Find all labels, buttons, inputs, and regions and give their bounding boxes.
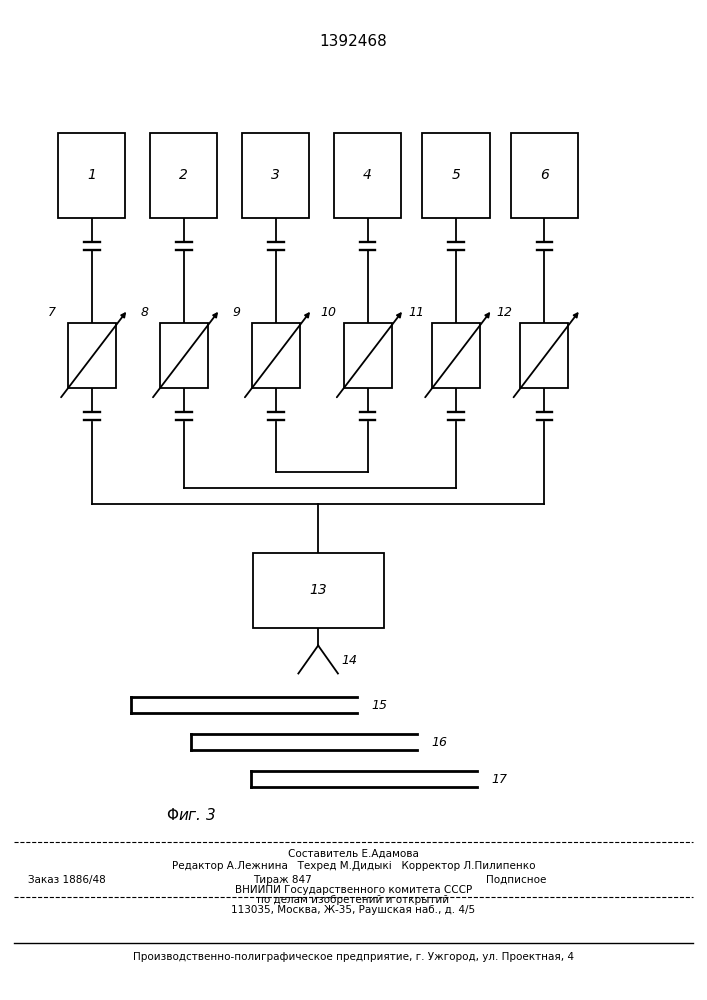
Text: 17: 17 [491,773,508,786]
Text: 12: 12 [497,306,513,320]
Text: по делам изобретений и открытий: по делам изобретений и открытий [257,895,450,905]
FancyBboxPatch shape [160,322,208,387]
Text: 2: 2 [180,168,188,182]
Text: 3: 3 [271,168,280,182]
FancyBboxPatch shape [520,322,568,387]
FancyBboxPatch shape [344,322,392,387]
FancyBboxPatch shape [242,133,309,218]
Text: 1392468: 1392468 [320,34,387,49]
Text: Заказ 1886/48: Заказ 1886/48 [28,875,106,885]
FancyBboxPatch shape [422,133,489,218]
Text: 8: 8 [140,306,148,320]
Text: 9: 9 [232,306,240,320]
FancyBboxPatch shape [58,133,125,218]
Text: 15: 15 [371,699,387,712]
Text: 16: 16 [431,736,448,749]
FancyBboxPatch shape [253,552,383,628]
FancyBboxPatch shape [150,133,218,218]
Text: Производственно-полиграфическое предприятие, г. Ужгород, ул. Проектная, 4: Производственно-полиграфическое предприя… [133,952,574,962]
FancyBboxPatch shape [510,133,578,218]
Text: 4: 4 [363,168,372,182]
Text: Подписное: Подписное [486,875,547,885]
Text: 11: 11 [409,306,424,320]
Text: Редактор А.Лежнина   Техред М.Дидыкі   Корректор Л.Пилипенко: Редактор А.Лежнина Техред М.Дидыкі Корре… [172,861,535,871]
Text: 5: 5 [452,168,460,182]
Text: 6: 6 [540,168,549,182]
FancyBboxPatch shape [68,322,116,387]
Text: 7: 7 [48,306,57,320]
Text: 14: 14 [341,654,358,667]
Text: 10: 10 [320,306,336,320]
FancyBboxPatch shape [432,322,480,387]
Text: $\mathit{\Phi}$иг. 3: $\mathit{\Phi}$иг. 3 [165,807,216,823]
FancyBboxPatch shape [334,133,401,218]
Text: Составитель Е.Адамова: Составитель Е.Адамова [288,849,419,859]
Text: ВНИИПИ Государственного комитета СССР: ВНИИПИ Государственного комитета СССР [235,885,472,895]
Text: 1: 1 [88,168,96,182]
FancyBboxPatch shape [252,322,300,387]
Text: 113035, Москва, Ж-35, Раушская наб., д. 4/5: 113035, Москва, Ж-35, Раушская наб., д. … [231,905,476,915]
Text: Тираж 847: Тираж 847 [253,875,312,885]
Text: 13: 13 [309,583,327,597]
